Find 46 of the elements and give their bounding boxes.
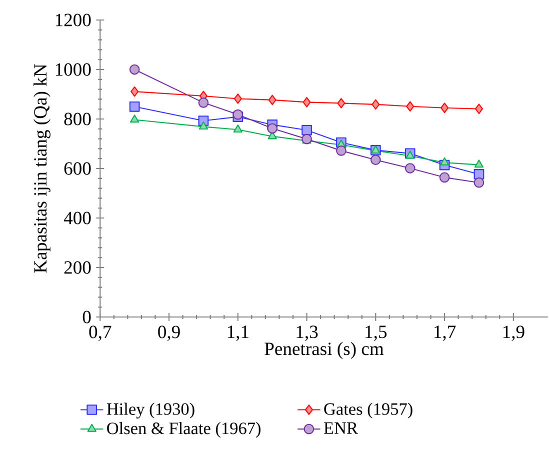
point [439, 172, 450, 183]
legend-label: Gates (1957) [324, 402, 412, 418]
legend-label: ENR [324, 422, 358, 434]
point [370, 154, 381, 166]
x-tick-label: 1,9 [503, 326, 524, 341]
point [302, 97, 311, 108]
y-tick-label: 400 [64, 212, 91, 224]
x-axis-title: Penetrasi (s) cm [264, 342, 384, 359]
point [198, 98, 209, 108]
y-tick-label: 1200 [56, 14, 91, 26]
point [440, 102, 449, 114]
point [440, 157, 450, 166]
x-tick-label: 1,3 [296, 326, 318, 341]
point [130, 86, 139, 97]
point [129, 102, 140, 112]
legend-label: Hiley (1930) [106, 402, 194, 419]
point [234, 94, 242, 104]
point [130, 114, 140, 123]
y-tick-label: 800 [64, 112, 91, 126]
point [406, 150, 415, 159]
y-tick-label: 600 [64, 162, 91, 175]
y-axis-title: Kapasitas ijin tiang (Qa) kN [34, 64, 50, 273]
point [232, 109, 244, 120]
point [336, 146, 346, 156]
point [129, 64, 140, 75]
point [406, 101, 414, 112]
legend-label: Olsen & Flaate (1967) [107, 422, 260, 438]
point [372, 99, 380, 110]
x-tick-label: 0,7 [89, 326, 112, 341]
x-tick-label: 1,7 [434, 326, 456, 341]
point [198, 122, 208, 130]
point [302, 125, 312, 136]
y-tick-label: 0 [82, 310, 91, 324]
point [268, 94, 276, 106]
point [474, 177, 484, 188]
point [337, 98, 346, 108]
y-tick-label: 200 [64, 261, 91, 274]
point [404, 163, 416, 174]
x-tick-label: 1,5 [366, 326, 387, 341]
x-tick-label: 1,1 [228, 326, 248, 341]
y-tick-label: 1000 [56, 63, 91, 76]
point [474, 160, 484, 168]
point [474, 104, 483, 114]
x-tick-label: 0,9 [158, 326, 180, 341]
point [233, 124, 242, 133]
point [267, 123, 278, 134]
